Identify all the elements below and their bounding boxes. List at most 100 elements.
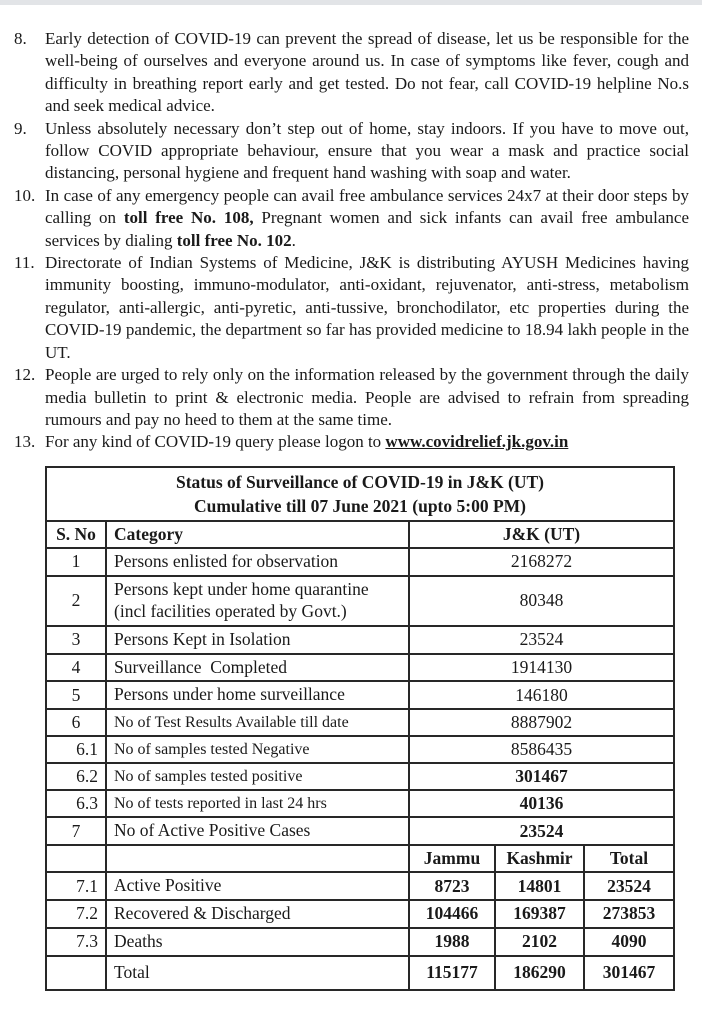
table-title-line2: Cumulative till 07 June 2021 (upto 5:00 …: [193, 495, 526, 516]
empty-category-cell: [105, 844, 410, 874]
kashmir-value-cell: 169387: [494, 899, 585, 929]
region-rows-section: 7.1 Active Positive 8723 14801 23524 7.2 Recov…: [45, 871, 675, 991]
total-value-cell: 23524: [583, 871, 675, 901]
category-cell: No of samples tested Negative: [105, 735, 410, 765]
text-segment: For any kind of COVID-19 query please lo…: [45, 432, 386, 452]
sno-cell: 3: [45, 624, 107, 655]
category-cell: Recovered & Discharged: [105, 899, 410, 929]
table-title-line1: Status of Surveillance of COVID-19 in J&…: [176, 471, 544, 492]
covid-relief-url[interactable]: www.covidrelief.jk.gov.in: [385, 432, 569, 452]
value-cell: 40136: [408, 789, 675, 819]
list-item: 13. For any kind of COVID-19 query please…: [14, 431, 689, 453]
sno-cell: 6.2: [45, 762, 107, 792]
sno-cell: 7.1: [45, 871, 107, 901]
table-row: 7 No of Active Positive Cases 23524: [45, 816, 675, 847]
table-row: 7.2 Recovered & Discharged 104466 169387 273…: [45, 899, 675, 929]
category-cell: No of samples tested positive: [105, 762, 410, 792]
sno-cell: 6.3: [45, 789, 107, 819]
summary-rows-section: 1 Persons enlisted for observation 2168272…: [45, 547, 675, 847]
column-header-value: J&K (UT): [408, 520, 675, 549]
value-cell: 8586435: [408, 735, 675, 765]
value-cell: 301467: [408, 762, 675, 792]
category-cell: Surveillance Completed: [105, 652, 410, 683]
category-cell: Persons enlisted for observation: [105, 547, 410, 577]
category-cell: Persons Kept in Isolation: [105, 624, 410, 655]
list-item-number: 10.: [14, 185, 36, 205]
region-header-row: Jammu Kashmir Total: [45, 844, 675, 874]
text-segment: toll free No. 108,: [123, 208, 254, 228]
sno-cell: 2: [45, 574, 107, 627]
table-head-section: Status of Surveillance of COVID-19 in J&…: [45, 465, 675, 549]
sno-cell: 7.3: [45, 926, 107, 957]
value-cell: 2168272: [408, 547, 675, 577]
sno-cell: 4: [45, 652, 107, 683]
table-row: 2 Persons kept under home quarantine (inc…: [45, 574, 675, 627]
category-cell: Deaths: [105, 926, 410, 957]
table-row: 6.2 No of samples tested positive 301467: [45, 762, 675, 792]
text-segment: Unless absolutely necessary don’t step o…: [45, 118, 689, 183]
table-row: 1 Persons enlisted for observation 2168272: [45, 547, 675, 577]
value-cell: 23524: [408, 816, 675, 847]
jammu-value-cell: 104466: [408, 899, 496, 929]
category-cell: Active Positive: [105, 871, 410, 901]
text-segment: .: [291, 230, 296, 250]
table-row: 6.3 No of tests reported in last 24 hrs 40…: [45, 789, 675, 819]
table-row: 6 No of Test Results Available till date 8…: [45, 708, 675, 738]
column-header-row: S. No Category J&K (UT): [45, 520, 675, 549]
list-item: 10. In case of any emergency people can a…: [14, 185, 689, 252]
text-segment: People are urged to rely only on the inf…: [45, 365, 689, 429]
table-row: 7.3 Deaths 1988 2102 4090: [45, 926, 675, 957]
column-header-sno: S. No: [45, 520, 107, 549]
value-cell: 23524: [408, 624, 675, 655]
list-item-number: 9.: [14, 118, 27, 138]
category-cell: Total: [105, 954, 410, 991]
table-row: 6.1 No of samples tested Negative 8586435: [45, 735, 675, 765]
list-item: 8. Early detection of COVID-19 can preven…: [14, 28, 689, 118]
kashmir-value-cell: 2102: [494, 926, 585, 957]
list-item-number: 13.: [14, 432, 36, 452]
value-cell: 1914130: [408, 652, 675, 683]
sno-cell: [45, 954, 107, 991]
column-header-total: Total: [583, 844, 675, 874]
list-item-number: 11.: [14, 253, 35, 273]
list-item-number: 8.: [14, 29, 27, 48]
sno-cell: 7: [45, 816, 107, 847]
value-cell: 8887902: [408, 708, 675, 738]
category-cell: No of Test Results Available till date: [105, 708, 410, 738]
list-item: 9. Unless absolutely necessary don’t step…: [14, 118, 689, 185]
sno-cell: 7.2: [45, 899, 107, 929]
scan-edge-strip: [0, 0, 702, 5]
kashmir-value-cell: 186290: [494, 954, 585, 991]
column-header-category: Category: [105, 520, 410, 549]
sno-cell: 6: [45, 708, 107, 738]
total-value-cell: 273853: [583, 899, 675, 929]
list-item-number: 12.: [14, 365, 36, 385]
table-row: 3 Persons Kept in Isolation 23524: [45, 624, 675, 655]
text-segment: In case of any emergency people can avai…: [45, 185, 689, 228]
jammu-value-cell: 115177: [408, 954, 496, 991]
surveillance-table: Status of Surveillance of COVID-19 in J&…: [45, 465, 675, 991]
empty-sno-cell: [45, 844, 107, 874]
value-cell: 146180: [408, 680, 675, 711]
sno-cell: 1: [45, 547, 107, 577]
kashmir-value-cell: 14801: [494, 871, 585, 901]
text-segment: Directorate of Indian Systems of Medicin…: [45, 253, 689, 362]
advisory-list: 8. Early detection of COVID-19 can preven…: [14, 28, 689, 454]
category-cell: Persons under home surveillance: [105, 680, 410, 711]
region-header-section: Jammu Kashmir Total: [45, 844, 675, 874]
table-title: Status of Surveillance of COVID-19 in J&…: [45, 465, 675, 523]
table-row: 4 Surveillance Completed 1914130: [45, 652, 675, 683]
text-segment: Pregnant women and sick infants can avai…: [45, 208, 690, 250]
sno-cell: 5: [45, 680, 107, 711]
text-segment: Early detection of COVID-19 can prevent …: [45, 29, 689, 116]
list-item: 11. Directorate of Indian Systems of Medi…: [14, 252, 689, 364]
bulletin-page: 8. Early detection of COVID-19 can preven…: [0, 5, 702, 991]
category-cell: No of tests reported in last 24 hrs: [105, 789, 410, 819]
table-row: 7.1 Active Positive 8723 14801 23524: [45, 871, 675, 901]
category-cell: Persons kept under home quarantine (incl…: [105, 574, 410, 627]
total-value-cell: 301467: [583, 954, 675, 991]
category-cell: No of Active Positive Cases: [105, 816, 410, 847]
column-header-jammu: Jammu: [408, 844, 496, 874]
text-segment: toll free No. 102: [176, 230, 292, 250]
jammu-value-cell: 8723: [408, 871, 496, 901]
